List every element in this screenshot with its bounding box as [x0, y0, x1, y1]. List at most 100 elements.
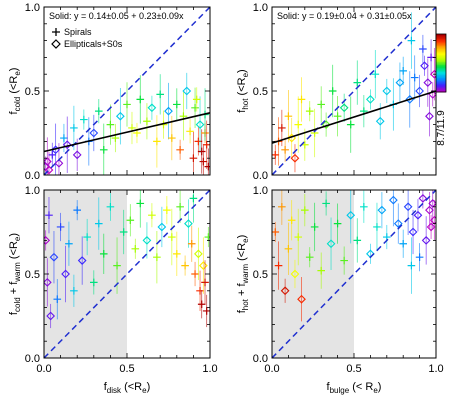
y-axis-label: fcold (<Re) — [8, 68, 22, 115]
point-spiral — [317, 266, 325, 275]
one-to-one-line — [272, 190, 436, 358]
point-spiral — [189, 154, 198, 162]
colorbar-segment — [436, 52, 446, 55]
colorbar-segment — [436, 68, 446, 71]
point-spiral — [123, 100, 131, 109]
panel-top-left: 0.0 0.5 1.0 Solid: y = 0.14±0.05 + 0.23±0.0… — [25, 2, 211, 182]
x-axis-label: fbulge (< Re) — [327, 381, 382, 395]
y-tick-label: 1.0 — [253, 2, 268, 14]
point-spiral — [196, 287, 204, 295]
y-axis-label: fhot + fwarm (<Re) — [236, 235, 250, 314]
point-spiral — [53, 295, 62, 303]
y-tick-label: 1.0 — [25, 185, 40, 197]
point-spiral — [305, 107, 314, 115]
colorbar-segment — [436, 39, 446, 42]
colorbar-segment — [436, 49, 446, 52]
colorbar-segment — [436, 44, 446, 47]
point-elliptical — [393, 219, 403, 228]
point-spiral — [204, 233, 210, 241]
point-spiral — [113, 261, 121, 270]
point-elliptical — [184, 219, 193, 228]
point-spiral — [94, 219, 103, 228]
point-spiral — [56, 223, 65, 231]
colorbar-segment — [436, 80, 446, 83]
y-axis-label: fhot (<Re) — [236, 69, 250, 112]
legend-spiral-marker — [52, 28, 60, 36]
x-tick-label: 0.5 — [346, 363, 361, 375]
point-elliptical — [382, 86, 392, 96]
legend-spirals: Spirals — [64, 27, 92, 37]
colorbar-segment — [436, 84, 446, 87]
y-tick-label: 0.0 — [25, 353, 40, 365]
colorbar-segment — [436, 51, 446, 54]
colorbar-segment — [436, 89, 446, 92]
colorbar-segment — [436, 63, 446, 65]
point-elliptical — [429, 69, 436, 79]
point-elliptical — [89, 128, 99, 138]
shaded-region — [44, 190, 127, 358]
point-spiral — [399, 239, 407, 248]
point-elliptical — [428, 199, 436, 208]
y-tick-label: 1.0 — [25, 2, 40, 14]
point-spiral — [333, 112, 342, 120]
colorbar-segment — [436, 70, 446, 73]
point-elliptical — [157, 222, 167, 232]
y-axis-label: fcold + fwarm (<Re) — [8, 233, 22, 315]
point-elliptical — [147, 103, 157, 113]
point-elliptical — [195, 120, 205, 129]
point-spiral — [181, 261, 189, 270]
point-spiral — [99, 146, 108, 154]
point-spiral — [204, 162, 210, 171]
point-spiral — [83, 233, 91, 241]
colorbar-segment — [436, 90, 446, 93]
colorbar-segment — [436, 58, 446, 61]
point-spiral — [353, 78, 362, 87]
point-spiral — [143, 117, 151, 126]
point-elliptical — [339, 103, 349, 113]
point-spiral — [272, 228, 280, 236]
colorbar-segment — [436, 55, 446, 58]
point-elliptical — [115, 111, 125, 121]
point-elliptical — [44, 278, 52, 287]
point-spiral — [333, 219, 342, 228]
x-tick-label: 1.0 — [428, 363, 443, 375]
point-spiral — [328, 87, 337, 95]
point-elliptical — [44, 157, 52, 166]
point-elliptical — [408, 227, 418, 237]
point-spiral — [322, 199, 330, 208]
y-tick-label: 0.5 — [253, 269, 268, 281]
point-elliptical — [290, 269, 300, 279]
point-elliptical — [413, 210, 423, 220]
point-spiral — [70, 287, 78, 295]
fit-line — [43, 112, 211, 153]
point-elliptical — [420, 61, 429, 71]
point-spiral — [148, 211, 156, 219]
point-elliptical — [44, 165, 54, 175]
colorbar-segment — [436, 38, 446, 41]
point-spiral — [153, 137, 161, 146]
x-tick-label: 1.0 — [202, 363, 217, 375]
point-elliptical — [425, 205, 434, 215]
point-elliptical — [77, 256, 87, 265]
shaded-region — [272, 190, 354, 358]
point-spiral — [305, 253, 314, 261]
point-spiral — [399, 67, 407, 75]
colorbar-segment — [436, 57, 446, 60]
point-elliptical — [425, 111, 434, 121]
point-spiral — [410, 73, 419, 82]
point-spiral — [274, 261, 283, 270]
point-spiral — [153, 253, 161, 261]
point-spiral — [202, 140, 210, 149]
point-elliptical — [44, 236, 51, 245]
point-spiral — [202, 307, 210, 315]
x-axis-label: fdisk (<Re) — [104, 381, 151, 395]
point-elliptical — [297, 294, 306, 304]
point-spiral — [197, 147, 206, 156]
colorbar-segment — [436, 61, 446, 64]
point-spiral — [45, 211, 53, 219]
point-elliptical — [395, 78, 405, 87]
point-spiral — [119, 228, 128, 236]
colorbar-segment — [436, 73, 446, 76]
point-elliptical — [377, 205, 387, 215]
